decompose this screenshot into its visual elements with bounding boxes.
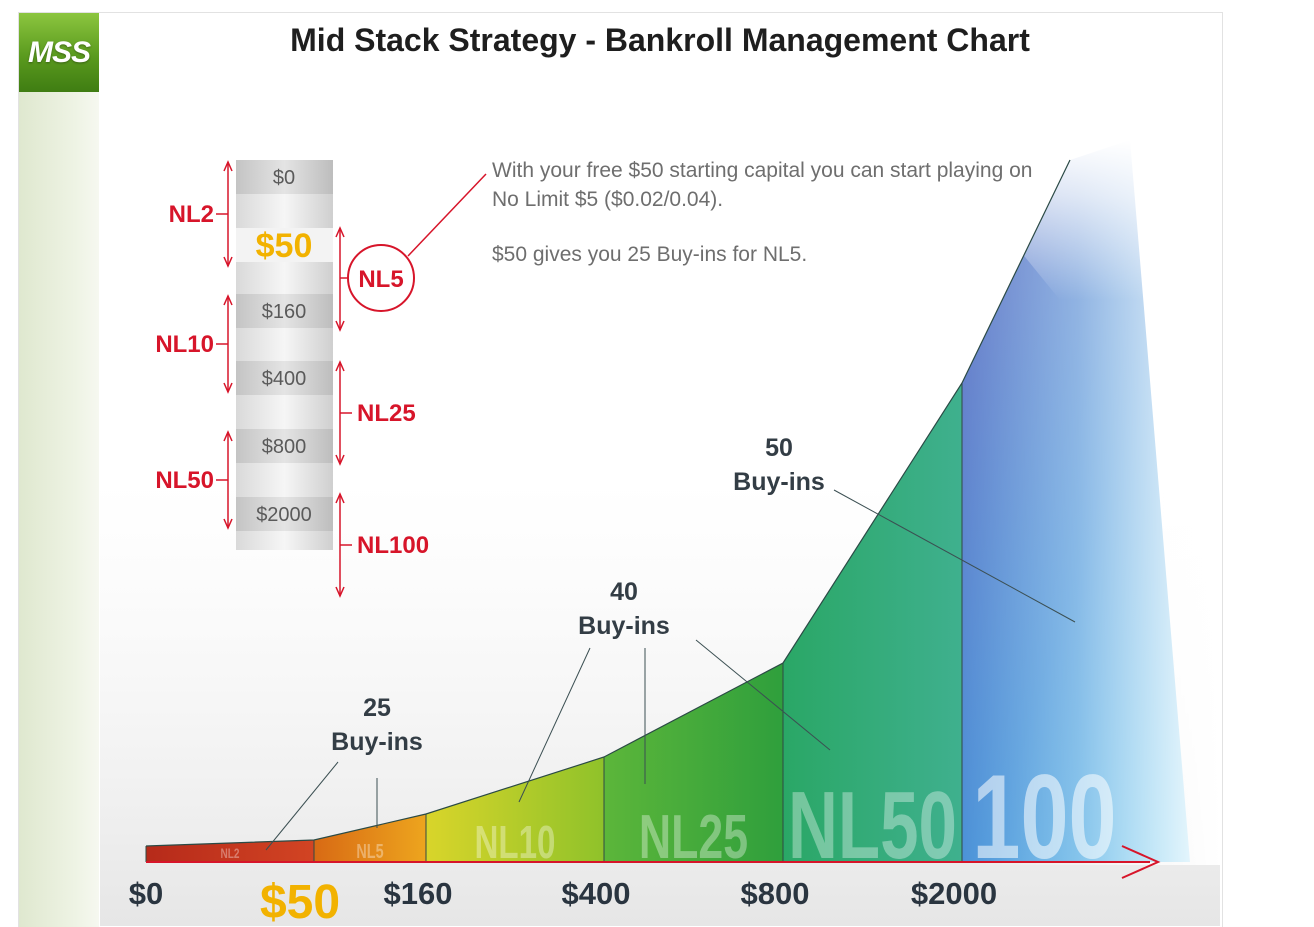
nl5-callout-line	[407, 173, 487, 257]
ladder-nl50-arrow-down	[223, 518, 233, 530]
buy-in-ladder-legend: $0$50$160$400$800$2000 NL2NL10NL50NL25NL…	[155, 160, 487, 598]
bankroll-curve	[145, 159, 1071, 847]
segment-label-nl5: NL5	[356, 840, 383, 863]
ladder-nl100-arrow-down	[335, 586, 345, 598]
ladder-rung-bg-0	[236, 160, 333, 194]
ladder-nl25-arrow-down	[335, 454, 345, 466]
ladder-step-400: $400	[262, 368, 307, 390]
segment-label-100: 100	[972, 750, 1116, 884]
segment-label-nl25: NL25	[639, 803, 748, 872]
annotation-25-leader	[265, 761, 339, 851]
ladder-rung-bg-400	[236, 361, 333, 395]
ladder-rung-bg-800	[236, 429, 333, 463]
ladder-nl10-arrow-down	[223, 382, 233, 394]
annotation-40-value: 40	[610, 578, 638, 606]
ladder-nl10-label: NL10	[155, 331, 214, 358]
top-fade-overlay	[930, 140, 1222, 300]
area-segment-nl25	[604, 663, 783, 862]
annotation-50-value: 50	[765, 434, 793, 462]
ladder-column	[236, 160, 333, 550]
annotation-25-value: 25	[363, 694, 391, 722]
area-segment-nl10	[426, 757, 604, 862]
x-tick-160: $160	[384, 876, 453, 911]
note-line-2: $50 gives you 25 Buy-ins for NL5.	[492, 243, 808, 266]
x-tick-0: $0	[129, 876, 163, 911]
ladder-step-0: $0	[273, 167, 295, 189]
ladder-step-50: $50	[256, 227, 313, 265]
ladder-nl100-label: NL100	[357, 532, 429, 559]
ladder-nl50-arrow-up	[223, 430, 233, 442]
x-tick-2000: $2000	[911, 876, 997, 911]
ladder-rung-bg-50	[236, 228, 333, 262]
starting-capital-note: With your free $50 starting capital you …	[492, 156, 1052, 295]
x-tick-400: $400	[562, 876, 631, 911]
segment-label-nl10: NL10	[475, 818, 556, 868]
x-tick-800: $800	[741, 876, 810, 911]
ladder-nl50-label: NL50	[155, 467, 214, 494]
area-segment-nl50	[783, 383, 962, 862]
ladder-rungs: $0 $50 $160 $400 $800 $2000	[236, 160, 333, 531]
annotation-25-buy-ins: 25 Buy-ins	[265, 694, 423, 851]
area-segment-nl5	[314, 814, 426, 862]
sidebar-strip: MSS	[19, 13, 99, 927]
ladder-step-160: $160	[262, 301, 307, 323]
ladder-nl25-arrow-up	[335, 360, 345, 372]
ladder-nl2-arrow-up	[223, 160, 233, 172]
ladder-nl2-label: NL2	[169, 201, 214, 228]
annotation-50-label: Buy-ins	[733, 468, 825, 496]
x-tick-labels: $0 $50 $160 $400 $800 $2000	[129, 876, 997, 926]
annotation-40-leader	[518, 647, 591, 803]
ladder-nl2-arrow-down	[223, 256, 233, 268]
mss-logo: MSS	[19, 13, 99, 92]
note-line-1: With your free $50 starting capital you …	[492, 159, 1033, 211]
tick-dividers	[145, 383, 963, 862]
area-segment-nl2	[146, 840, 314, 862]
ladder-nl100-arrow-up	[335, 492, 345, 504]
annotation-50-leader	[833, 489, 1076, 623]
logo-text: MSS	[27, 35, 91, 69]
annotation-40-label: Buy-ins	[578, 612, 670, 640]
segment-label-nl2: NL2	[220, 845, 239, 861]
x-axis-arrow	[1121, 845, 1161, 879]
annotation-40-leader	[695, 639, 831, 751]
annotation-40-buy-ins: 40 Buy-ins	[518, 578, 831, 803]
ladder-rung-bg-160	[236, 294, 333, 328]
ladder-step-2000: $2000	[256, 504, 312, 526]
annotation-50-buy-ins: 50 Buy-ins	[733, 434, 1076, 623]
nl5-highlight-circle	[347, 244, 415, 312]
ladder-nl5-arrow-up	[335, 226, 345, 238]
x-tick-50: $50	[260, 876, 340, 926]
ladder-nl25-label: NL25	[357, 400, 416, 427]
ladder-rung-bg-2000	[236, 497, 333, 531]
annotation-25-label: Buy-ins	[331, 728, 423, 756]
ladder-step-800: $800	[262, 436, 307, 458]
ladder-brackets: NL2 NL10 NL50 NL25 NL100	[155, 160, 429, 598]
ladder-nl5-arrow-down	[335, 320, 345, 332]
segment-label-nl50: NL50	[788, 771, 957, 879]
ladder-nl10-arrow-up	[223, 294, 233, 306]
ladder-nl5-label: NL5	[358, 266, 403, 293]
chart-title: Mid Stack Strategy - Bankroll Management…	[290, 22, 1030, 58]
